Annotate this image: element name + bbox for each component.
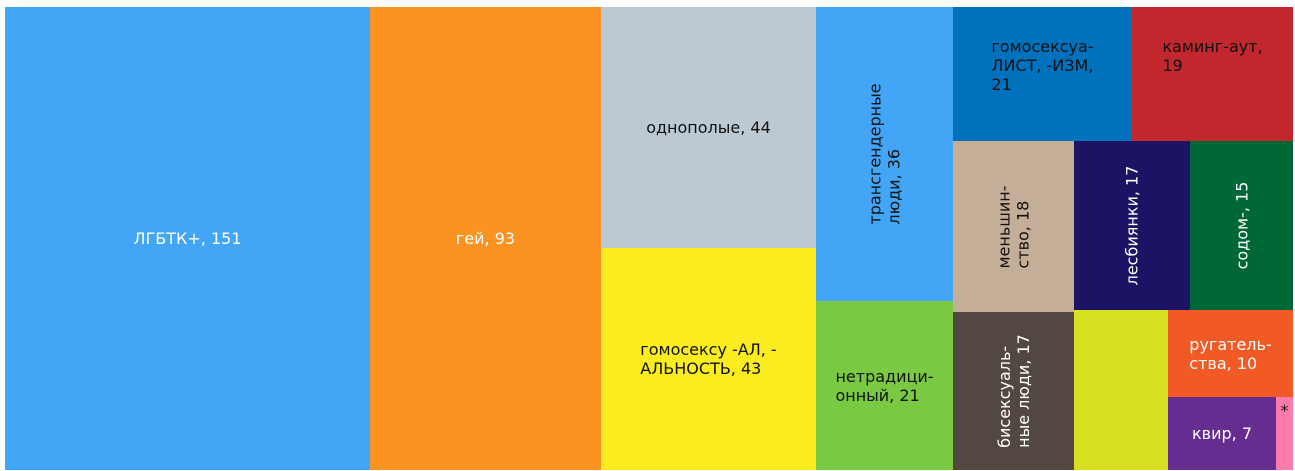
tile: бисексуаль- ные люди, 17 [953, 312, 1074, 470]
tile-label: * [1280, 401, 1289, 420]
tile: ругатель- ства, 10 [1168, 310, 1293, 397]
tile-label: трансгендерные люди, 36 [865, 83, 904, 225]
tile: гомосексуа- ЛИСТ, -ИЗМ, 21 [953, 7, 1132, 141]
tile: однополые, 44 [601, 7, 816, 248]
tile-label: гей, 93 [455, 229, 516, 248]
tile: каминг-аут, 19 [1132, 7, 1293, 141]
tile-label: каминг-аут, 19 [1162, 37, 1263, 75]
tile-label: лесбиянки, 17 [1122, 165, 1142, 286]
tile: лесбиянки, 17 [1074, 141, 1190, 310]
tile: меньшин- ство, 18 [953, 141, 1074, 312]
tile-label: нетрадици- онный, 21 [835, 366, 934, 405]
tile: нетрадици- онный, 21 [816, 301, 953, 470]
tile: гей, 93 [370, 7, 601, 470]
tile: трансгендерные люди, 36 [816, 7, 953, 301]
tile [1074, 310, 1168, 470]
tile-label: бисексуаль- ные люди, 17 [994, 334, 1033, 448]
tile-label: однополые, 44 [646, 118, 771, 137]
tile: * [1276, 397, 1293, 470]
tile: ЛГБТК+, 151 [5, 7, 370, 470]
tile-label: гомосексу -АЛ, - АЛЬНОСТЬ, 43 [640, 340, 777, 378]
tile-label: ругатель- ства, 10 [1189, 334, 1272, 373]
tile: гомосексу -АЛ, - АЛЬНОСТЬ, 43 [601, 248, 816, 470]
tile-label: квир, 7 [1192, 424, 1252, 443]
tile-label: гомосексуа- ЛИСТ, -ИЗМ, 21 [991, 37, 1094, 94]
tile: содом-, 15 [1190, 141, 1293, 310]
tile: квир, 7 [1168, 397, 1276, 470]
tile-label: меньшин- ство, 18 [994, 184, 1033, 269]
tile-label: содом-, 15 [1232, 181, 1251, 270]
tile-label: ЛГБТК+, 151 [133, 229, 242, 248]
